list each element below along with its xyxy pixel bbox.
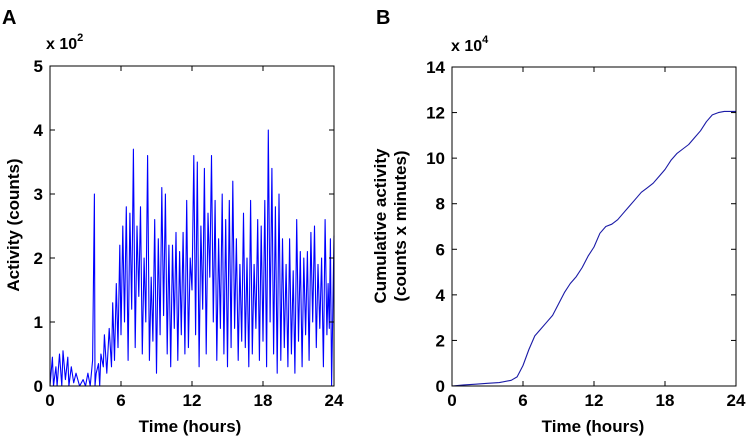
y-tick-label-b: 8 bbox=[436, 195, 445, 214]
multiplier-a-base: x 10 bbox=[46, 36, 77, 53]
x-tick-label-b: 0 bbox=[447, 391, 456, 410]
panel-label-a: A bbox=[2, 7, 16, 29]
x-tick-label-b: 12 bbox=[585, 391, 604, 410]
y-tick-label-b: 6 bbox=[436, 240, 445, 259]
y-tick-label-b: 14 bbox=[426, 58, 445, 77]
axes-frame-b bbox=[451, 66, 737, 387]
x-tick-label-a: 6 bbox=[116, 391, 125, 410]
multiplier-a: x 102 bbox=[46, 32, 83, 53]
multiplier-b: x 104 bbox=[451, 34, 489, 55]
y-axis-title-b-line1: Cumulative activity bbox=[371, 148, 390, 303]
y-tick-label-a: 1 bbox=[34, 313, 43, 332]
x-tick-label-a: 24 bbox=[325, 391, 344, 410]
series-line-b bbox=[451, 110, 736, 387]
y-tick-label-a: 4 bbox=[34, 121, 44, 140]
x-axis-title-b: Time (hours) bbox=[542, 417, 645, 436]
y-axis-title-a: Activity (counts) bbox=[4, 158, 23, 291]
x-tick-label-a: 0 bbox=[45, 391, 54, 410]
y-tick-label-a: 0 bbox=[34, 377, 43, 396]
y-tick-label-a: 5 bbox=[34, 57, 43, 76]
series-line-a bbox=[49, 129, 335, 387]
y-tick-label-b: 4 bbox=[436, 286, 446, 305]
x-tick-label-a: 18 bbox=[254, 391, 273, 410]
y-tick-label-a: 2 bbox=[34, 249, 43, 268]
x-tick-label-b: 24 bbox=[727, 391, 746, 410]
y-tick-label-b: 2 bbox=[436, 331, 445, 350]
y-axis-title-b-line2: (counts x minutes) bbox=[391, 150, 410, 301]
y-tick-label-b: 0 bbox=[436, 377, 445, 396]
y-tick-label-b: 12 bbox=[426, 104, 445, 123]
multiplier-a-exp: 2 bbox=[77, 32, 83, 44]
x-tick-label-b: 18 bbox=[656, 391, 675, 410]
y-tick-label-a: 3 bbox=[34, 185, 43, 204]
x-axis-title-a: Time (hours) bbox=[139, 417, 242, 436]
y-tick-label-b: 10 bbox=[426, 149, 445, 168]
multiplier-b-base: x 10 bbox=[451, 38, 482, 55]
x-tick-label-b: 6 bbox=[518, 391, 527, 410]
multiplier-b-exp: 4 bbox=[482, 34, 489, 46]
panel-label-b: B bbox=[376, 7, 390, 29]
x-tick-label-a: 12 bbox=[183, 391, 202, 410]
